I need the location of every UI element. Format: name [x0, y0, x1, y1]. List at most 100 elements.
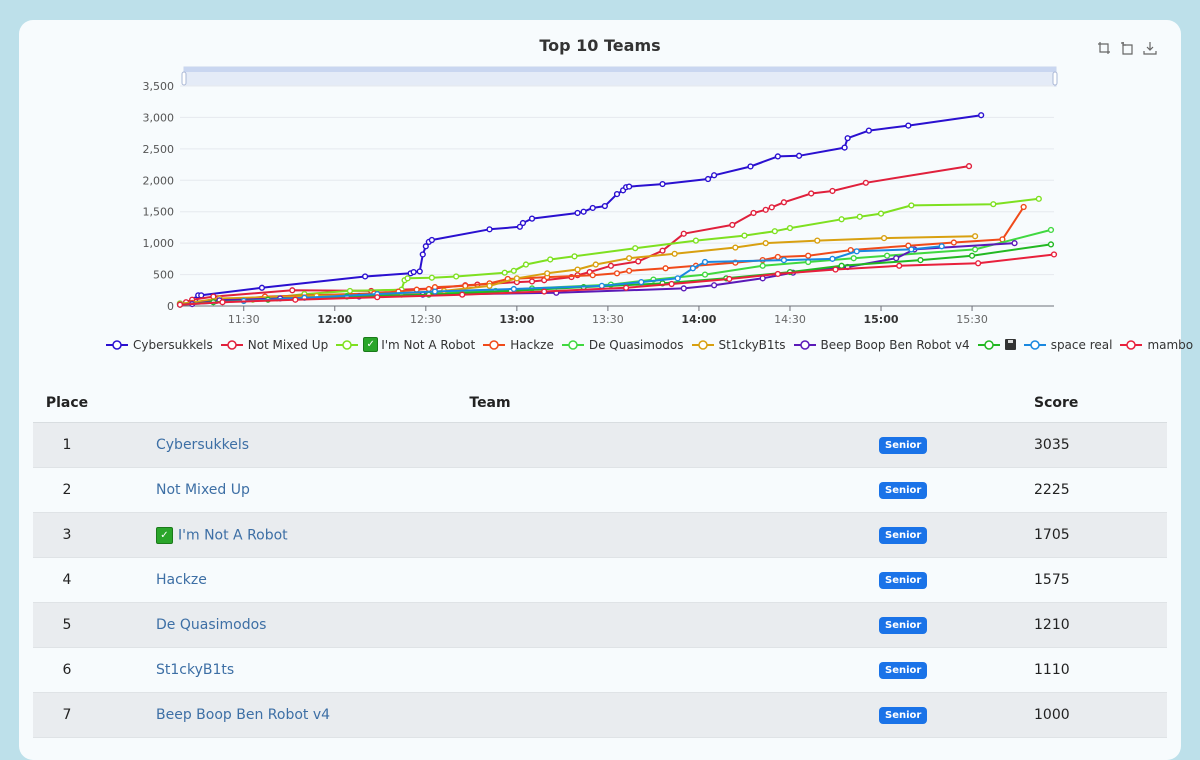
- team-cell: Not Mixed Up: [101, 467, 879, 513]
- data-point: [422, 243, 429, 250]
- legend-item[interactable]: [977, 337, 1016, 352]
- legend-item[interactable]: Beep Boop Ben Robot v4: [793, 337, 970, 352]
- data-point: [362, 273, 369, 280]
- data-point: [762, 240, 769, 247]
- data-point: [965, 163, 973, 170]
- data-point: [780, 257, 788, 264]
- team-link[interactable]: De Quasimodos: [156, 617, 267, 633]
- legend-label: Cybersukkels: [133, 337, 213, 352]
- data-point: [711, 282, 718, 289]
- y-tick-label: 500: [153, 269, 174, 282]
- data-point: [938, 243, 945, 250]
- legend-item[interactable]: mambo: [1120, 337, 1193, 352]
- data-point: [711, 172, 718, 179]
- table-header-row: Place Team Score: [33, 384, 1167, 423]
- data-point: [544, 270, 551, 277]
- data-point: [510, 285, 517, 293]
- data-point: [829, 187, 836, 195]
- table-row: 3 ✓ I'm Not A Robot Senior 1705: [33, 512, 1167, 558]
- data-point: [571, 253, 578, 260]
- legend-item[interactable]: Not Mixed Up: [220, 337, 328, 352]
- data-point: [762, 206, 769, 213]
- team-link[interactable]: Not Mixed Up: [156, 482, 250, 498]
- team-link[interactable]: I'm Not A Robot: [178, 527, 288, 543]
- data-point: [592, 261, 599, 268]
- team-cell: Cybersukkels: [101, 422, 879, 468]
- legend-label: St1ckyB1ts: [718, 337, 786, 352]
- team-link[interactable]: Cybersukkels: [156, 437, 249, 453]
- table-row: 5 De Quasimodos Senior 1210: [33, 602, 1167, 648]
- data-point: [808, 190, 815, 197]
- data-point: [659, 180, 666, 188]
- data-point: [805, 252, 812, 259]
- data-point: [410, 268, 417, 276]
- legend-label: Hackze: [510, 337, 554, 352]
- data-point: [638, 279, 645, 286]
- team-link[interactable]: St1ckyB1ts: [156, 662, 235, 678]
- data-point: [419, 251, 426, 258]
- badge-cell: Senior: [879, 692, 1034, 738]
- data-point: [968, 252, 976, 259]
- series-line: [179, 165, 970, 305]
- x-tick-label: 14:00: [681, 313, 716, 326]
- badge-cell: Senior: [879, 557, 1034, 603]
- data-point: [626, 267, 633, 274]
- data-point: [1047, 241, 1055, 248]
- data-point: [680, 230, 687, 237]
- data-point: [404, 275, 411, 282]
- status-badge: Senior: [879, 527, 928, 544]
- place-cell: 2: [33, 467, 101, 513]
- legend-item[interactable]: space real: [1023, 337, 1112, 352]
- y-tick-label: 1,500: [143, 206, 175, 219]
- data-point: [674, 275, 681, 282]
- zoom-handle-right: [1052, 71, 1058, 86]
- data-point: [917, 257, 924, 264]
- data-point: [589, 204, 596, 212]
- data-point: [838, 262, 845, 269]
- status-badge: Senior: [879, 707, 928, 724]
- zoom-icon[interactable]: [1097, 40, 1111, 54]
- data-point: [632, 245, 639, 252]
- team-header: Team: [101, 384, 879, 423]
- restore-icon[interactable]: [1120, 40, 1134, 55]
- data-point: [428, 274, 435, 281]
- checkmark-icon: ✓: [363, 337, 379, 352]
- data-point: [771, 228, 778, 235]
- data-point: [844, 135, 851, 142]
- zoom-handle-left: [181, 71, 187, 86]
- data-point: [732, 244, 739, 251]
- status-badge: Senior: [879, 437, 928, 454]
- data-point: [541, 288, 548, 295]
- team-cell: De Quasimodos: [101, 602, 879, 648]
- y-tick-label: 0: [167, 300, 174, 313]
- data-point: [726, 275, 733, 283]
- data-point: [908, 246, 915, 253]
- team-link[interactable]: Beep Boop Ben Robot v4: [156, 707, 331, 723]
- place-header: Place: [33, 384, 101, 423]
- x-tick-label: 11:30: [228, 313, 260, 326]
- data-point: [768, 204, 775, 211]
- data-point: [883, 252, 891, 259]
- series-line: [179, 245, 942, 306]
- legend-item[interactable]: Hackze: [483, 337, 554, 352]
- data-point: [774, 153, 781, 160]
- data-point: [346, 287, 354, 295]
- legend-item[interactable]: Cybersukkels: [106, 337, 213, 352]
- data-point: [701, 271, 709, 278]
- data-point: [905, 122, 912, 129]
- legend-item[interactable]: De Quasimodos: [561, 337, 684, 352]
- score-header: Score: [1034, 384, 1167, 423]
- data-point: [971, 233, 979, 240]
- data-point: [908, 202, 915, 209]
- place-cell: 7: [33, 692, 101, 738]
- zoom-slider-fill: [184, 67, 1056, 72]
- legend-item[interactable]: ✓ I'm Not A Robot: [336, 337, 475, 352]
- data-point: [759, 262, 766, 269]
- legend-item[interactable]: St1ckyB1ts: [691, 337, 786, 352]
- team-link[interactable]: Hackze: [156, 572, 207, 588]
- chart-legend: Cybersukkels Not Mixed Up ✓ I'm Not A Rob…: [106, 337, 1200, 352]
- y-tick-label: 2,000: [143, 174, 175, 187]
- save-image-icon[interactable]: [1143, 40, 1157, 55]
- score-cell: 1110: [1034, 647, 1167, 693]
- data-point: [829, 255, 836, 262]
